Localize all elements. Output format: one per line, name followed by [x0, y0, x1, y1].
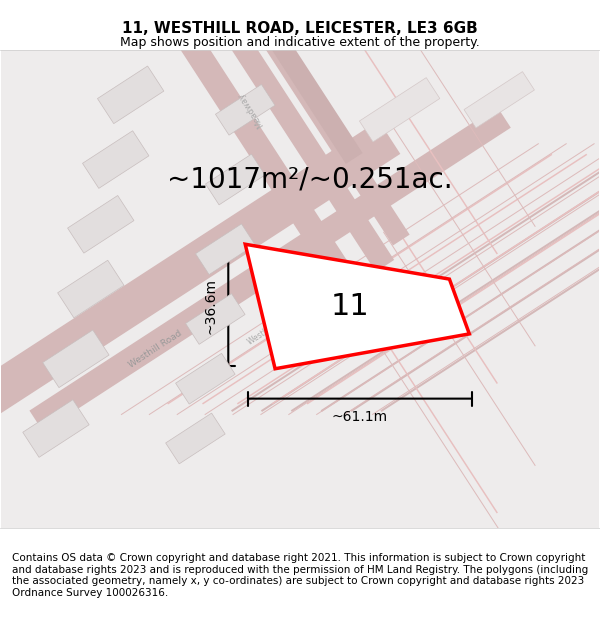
Polygon shape — [136, 0, 385, 332]
Text: ~1017m²/~0.251ac.: ~1017m²/~0.251ac. — [167, 166, 453, 194]
Text: Contains OS data © Crown copyright and database right 2021. This information is : Contains OS data © Crown copyright and d… — [12, 553, 588, 598]
Polygon shape — [383, 351, 536, 586]
Polygon shape — [149, 143, 567, 415]
Polygon shape — [176, 353, 235, 404]
Text: 11, WESTHILL ROAD, LEICESTER, LE3 6GB: 11, WESTHILL ROAD, LEICESTER, LE3 6GB — [122, 21, 478, 36]
Polygon shape — [97, 66, 164, 124]
Polygon shape — [0, 121, 400, 457]
Polygon shape — [238, 0, 362, 164]
Polygon shape — [288, 143, 600, 415]
Polygon shape — [231, 166, 600, 412]
Polygon shape — [383, 0, 536, 227]
Text: Westhill Road: Westhill Road — [246, 311, 295, 347]
Polygon shape — [196, 224, 255, 274]
Polygon shape — [230, 0, 410, 246]
Polygon shape — [344, 143, 600, 415]
Polygon shape — [372, 143, 600, 415]
Polygon shape — [121, 143, 539, 415]
Polygon shape — [29, 107, 511, 431]
Polygon shape — [166, 413, 225, 464]
Polygon shape — [202, 154, 587, 404]
Polygon shape — [176, 143, 595, 415]
Polygon shape — [464, 72, 535, 128]
Polygon shape — [83, 131, 149, 188]
Polygon shape — [361, 304, 498, 513]
Polygon shape — [237, 154, 600, 404]
Text: ~61.1m: ~61.1m — [332, 409, 388, 424]
Text: ~36.6m: ~36.6m — [203, 279, 217, 334]
Polygon shape — [361, 174, 498, 384]
Polygon shape — [245, 244, 469, 369]
Polygon shape — [383, 232, 536, 466]
Polygon shape — [68, 196, 134, 253]
Polygon shape — [58, 260, 124, 318]
Polygon shape — [383, 112, 536, 346]
Polygon shape — [291, 166, 600, 412]
Polygon shape — [167, 154, 553, 404]
Polygon shape — [1, 50, 599, 528]
Polygon shape — [350, 166, 600, 412]
Text: Map shows position and indicative extent of the property.: Map shows position and indicative extent… — [120, 36, 480, 49]
Polygon shape — [359, 78, 440, 142]
Polygon shape — [43, 330, 109, 388]
Polygon shape — [185, 294, 245, 344]
Text: Westhill Road: Westhill Road — [127, 328, 184, 369]
Text: 11: 11 — [331, 292, 369, 321]
Polygon shape — [215, 84, 275, 135]
Text: Meadway: Meadway — [236, 91, 265, 129]
Polygon shape — [380, 166, 600, 412]
Polygon shape — [260, 143, 600, 415]
Polygon shape — [205, 143, 600, 415]
Polygon shape — [186, 0, 394, 272]
Polygon shape — [261, 166, 600, 412]
Polygon shape — [307, 154, 600, 404]
Polygon shape — [205, 154, 265, 205]
Polygon shape — [316, 143, 600, 415]
Polygon shape — [272, 154, 600, 404]
Polygon shape — [23, 400, 89, 458]
Polygon shape — [320, 166, 600, 412]
Polygon shape — [232, 143, 600, 415]
Polygon shape — [361, 45, 498, 254]
